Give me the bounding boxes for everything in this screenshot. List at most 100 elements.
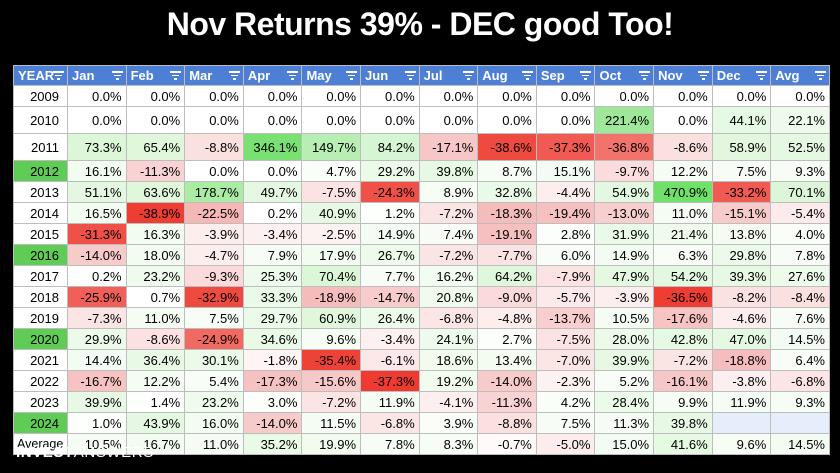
column-header-dec[interactable]: Dec	[711, 65, 772, 86]
column-header-label: Oct	[599, 68, 622, 83]
return-cell-avg: 70.1%	[770, 181, 830, 203]
return-cell-jul: 8.9%	[418, 181, 479, 203]
filter-icon[interactable]	[697, 71, 709, 80]
return-cell-avg: 14.5%	[770, 433, 830, 455]
return-cell-feb: 23.2%	[125, 265, 186, 287]
column-header-mar[interactable]: Mar	[184, 65, 244, 86]
column-header-label: May	[306, 68, 332, 83]
year-cell: 2014	[13, 202, 68, 224]
return-cell-jun: 26.7%	[360, 244, 420, 266]
return-cell-jan: 1.0%	[67, 412, 127, 434]
column-header-label: Jan	[72, 68, 95, 83]
filter-icon[interactable]	[53, 71, 64, 80]
return-cell-feb: 43.9%	[125, 412, 186, 434]
return-cell-jun: -6.1%	[360, 349, 420, 371]
column-header-feb[interactable]: Feb	[125, 65, 186, 86]
return-cell-mar: -9.3%	[184, 265, 244, 287]
filter-icon[interactable]	[580, 71, 592, 80]
return-cell-nov: -17.6%	[653, 307, 713, 329]
filter-icon[interactable]	[228, 71, 240, 80]
logo-light-text: ANSWERS	[73, 444, 154, 461]
return-cell-jun: -14.7%	[360, 286, 420, 308]
filter-icon[interactable]	[111, 71, 123, 80]
return-cell-may: 4.7%	[301, 160, 362, 182]
return-cell-avg: 0.0%	[770, 85, 830, 107]
return-cell-dec: 13.8%	[711, 223, 772, 245]
return-cell-dec: 0.0%	[711, 85, 772, 107]
return-cell-aug: -18.3%	[477, 202, 537, 224]
filter-icon[interactable]	[346, 71, 358, 80]
column-header-may[interactable]: May	[301, 65, 362, 86]
return-cell-may: -15.6%	[301, 370, 362, 392]
column-header-label: Mar	[189, 68, 213, 83]
year-cell: 2022	[13, 370, 68, 392]
column-header-jul[interactable]: Jul	[418, 65, 479, 86]
return-cell-aug: -14.0%	[477, 370, 537, 392]
year-cell: 2011	[13, 133, 68, 161]
column-header-label: Jul	[423, 68, 443, 83]
column-header-jan[interactable]: Jan	[67, 65, 127, 86]
column-header-nov[interactable]: Nov	[653, 65, 713, 86]
filter-icon[interactable]	[521, 71, 533, 80]
return-cell-sep: 2.8%	[535, 223, 596, 245]
return-cell-feb: 16.7%	[125, 433, 186, 455]
return-cell-oct: 14.9%	[594, 244, 655, 266]
filter-icon[interactable]	[404, 71, 416, 80]
column-header-year[interactable]: YEAR	[13, 65, 68, 86]
return-cell-sep: -5.0%	[535, 433, 596, 455]
filter-icon[interactable]	[287, 71, 299, 80]
column-header-apr[interactable]: Apr	[242, 65, 303, 86]
average-row: Average 10.5% 16.7% 11.0% 35.2% 19.9% 7.8% 8.3%…	[13, 433, 830, 455]
return-cell-sep: -5.7%	[535, 286, 596, 308]
return-cell-oct: 221.4%	[594, 106, 655, 134]
return-cell-dec: 39.3%	[711, 265, 772, 287]
return-cell-avg: 7.6%	[770, 307, 830, 329]
return-cell-oct: 47.9%	[594, 265, 655, 287]
return-cell-jun: 1.2%	[360, 202, 420, 224]
return-cell-feb: -8.6%	[125, 328, 186, 350]
column-header-sep[interactable]: Sep	[535, 65, 596, 86]
return-cell-dec	[711, 412, 772, 434]
monthly-returns-table: YEAR Jan Feb Mar Apr May Jun Jul Aug Sep Oct Nov Dec…	[13, 65, 830, 455]
filter-icon[interactable]	[639, 71, 651, 80]
return-cell-dec: 58.9%	[711, 133, 772, 161]
return-cell-may: 149.7%	[301, 133, 362, 161]
filter-icon[interactable]	[463, 71, 475, 80]
return-cell-nov: 41.6%	[653, 433, 713, 455]
filter-icon[interactable]	[756, 71, 768, 80]
return-cell-sep: -13.7%	[535, 307, 596, 329]
table-row: 2010 0.0% 0.0% 0.0% 0.0% 0.0% 0.0% 0.0% 0.0% 0.0%…	[13, 106, 830, 134]
return-cell-avg: 6.4%	[770, 349, 830, 371]
return-cell-jul: 20.8%	[418, 286, 479, 308]
return-cell-jun: 26.4%	[360, 307, 420, 329]
return-cell-dec: 44.1%	[711, 106, 772, 134]
year-cell: 2018	[13, 286, 68, 308]
return-cell-aug: -8.8%	[477, 412, 537, 434]
return-cell-avg: 52.5%	[770, 133, 830, 161]
return-cell-jul: -6.8%	[418, 307, 479, 329]
column-header-aug[interactable]: Aug	[477, 65, 537, 86]
return-cell-nov: 0.0%	[653, 106, 713, 134]
return-cell-jul: 0.0%	[418, 106, 479, 134]
return-cell-oct: 10.5%	[594, 307, 655, 329]
column-header-avg[interactable]: Avg	[770, 65, 830, 86]
return-cell-jul: -7.2%	[418, 202, 479, 224]
return-cell-may: -35.4%	[301, 349, 362, 371]
return-cell-may: -2.5%	[301, 223, 362, 245]
return-cell-aug: 13.4%	[477, 349, 537, 371]
column-header-jun[interactable]: Jun	[360, 65, 420, 86]
return-cell-may: 70.4%	[301, 265, 362, 287]
column-header-label: Avg	[775, 68, 800, 83]
return-cell-sep: -19.4%	[535, 202, 596, 224]
filter-icon[interactable]	[815, 71, 826, 80]
return-cell-jan: 10.5%	[67, 433, 127, 455]
return-cell-aug: -38.6%	[477, 133, 537, 161]
column-header-label: Feb	[130, 68, 154, 83]
table-row: 2017 0.2% 23.2% -9.3% 25.3% 70.4% 7.7% 16.2% 64.…	[13, 265, 830, 287]
returns-table-container: YEAR Jan Feb Mar Apr May Jun Jul Aug Sep Oct Nov Dec…	[13, 65, 830, 455]
column-header-oct[interactable]: Oct	[594, 65, 655, 86]
return-cell-apr: 49.7%	[242, 181, 303, 203]
filter-icon[interactable]	[170, 71, 182, 80]
return-cell-may: -7.5%	[301, 181, 362, 203]
return-cell-nov: 470.9%	[653, 181, 713, 203]
